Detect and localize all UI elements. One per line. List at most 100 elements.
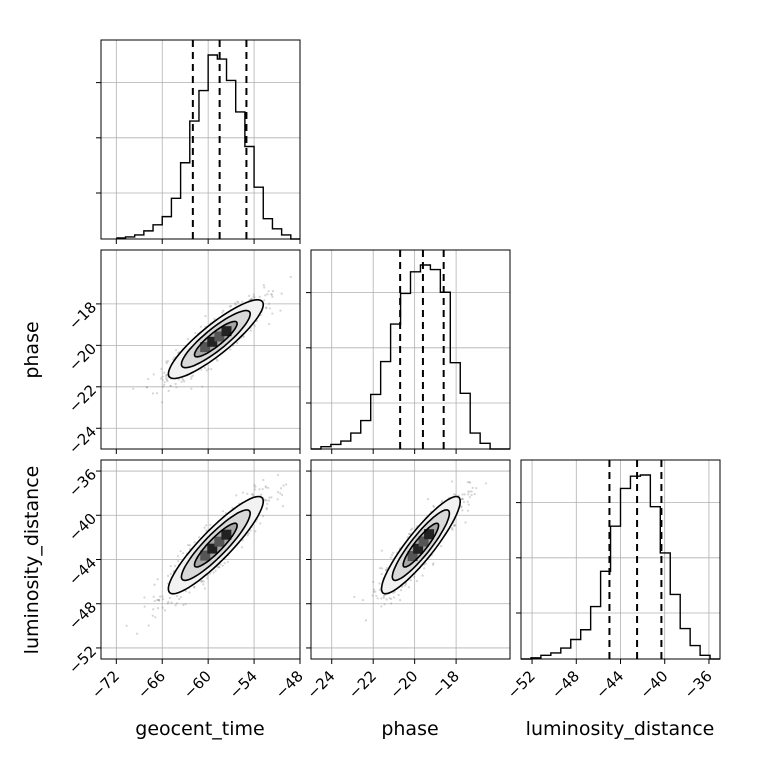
sample-point <box>161 375 164 378</box>
sample-point <box>484 482 488 485</box>
sample-point <box>159 377 162 380</box>
sample-point <box>175 594 179 598</box>
sample-point <box>264 294 267 297</box>
sample-point <box>175 349 178 352</box>
x-axis-label-geocent-time: geocent_time <box>135 718 264 740</box>
y-tick-label-luminosity_distance: −40 <box>65 510 100 545</box>
sample-point <box>265 507 268 510</box>
sample-point <box>174 564 177 568</box>
sample-point <box>432 505 435 508</box>
sample-point <box>217 565 220 569</box>
histogram-frame-geocent_time <box>100 39 301 240</box>
sample-point <box>199 325 202 328</box>
density-core-cell <box>221 326 232 337</box>
sample-point <box>194 331 197 335</box>
y-axis-label-luminosity-distance: luminosity_distance <box>21 466 43 655</box>
sample-point <box>221 311 224 314</box>
sample-point <box>263 299 266 302</box>
density-frame <box>100 249 301 450</box>
x-tick-label-phase: −18 <box>428 667 463 702</box>
sample-point <box>242 335 245 338</box>
sample-point <box>214 569 217 572</box>
sample-point <box>258 488 261 491</box>
y-tick-label-phase: −24 <box>65 423 100 458</box>
contour-line <box>193 522 238 568</box>
sample-point <box>205 524 208 527</box>
sample-point <box>132 387 135 390</box>
sample-point <box>210 368 213 371</box>
sample-point <box>143 605 146 608</box>
sample-point <box>182 378 185 382</box>
sample-point <box>151 614 154 617</box>
sample-point <box>143 596 146 599</box>
sample-point <box>262 283 265 287</box>
sample-point <box>250 297 253 301</box>
sample-point <box>440 545 443 548</box>
sample-point <box>260 493 263 496</box>
sample-point <box>451 528 454 531</box>
sample-point <box>466 500 469 503</box>
sample-point <box>184 602 187 606</box>
sample-point <box>163 609 167 612</box>
sample-point <box>265 499 268 502</box>
sample-point <box>380 605 383 608</box>
sample-point <box>371 580 375 583</box>
density-core-cell <box>207 336 218 347</box>
sample-point <box>231 506 234 509</box>
sample-point <box>376 597 379 600</box>
sample-point <box>156 578 159 581</box>
contour-line <box>180 509 252 582</box>
sample-point <box>229 305 233 308</box>
sample-point <box>281 493 284 497</box>
sample-point <box>162 385 165 388</box>
histogram-step-phase <box>311 264 510 450</box>
density-core-cell <box>207 543 218 554</box>
sample-point <box>267 290 270 293</box>
sample-point <box>372 588 376 591</box>
sample-point <box>452 493 456 496</box>
sample-point <box>252 293 255 296</box>
sample-point <box>413 575 416 579</box>
sample-point <box>285 483 288 486</box>
sample-point <box>467 490 470 493</box>
sample-point <box>423 567 426 570</box>
sample-point <box>177 378 180 381</box>
sample-point <box>188 544 192 547</box>
sample-point <box>265 508 268 511</box>
sample-point <box>190 375 193 378</box>
sample-point <box>475 486 478 490</box>
sample-point <box>252 295 255 298</box>
sample-point <box>182 603 185 607</box>
density-panel-geocent_time-luminosity_distance <box>100 459 301 660</box>
sample-point <box>202 583 205 586</box>
sample-point <box>432 504 435 507</box>
sample-point <box>415 579 419 583</box>
sample-point <box>228 305 231 308</box>
x-tick-label-phase: −24 <box>303 667 338 702</box>
sample-point <box>253 296 256 299</box>
sample-point <box>431 563 435 566</box>
sample-point <box>258 295 261 298</box>
sample-point <box>375 594 378 598</box>
sample-point <box>167 389 170 392</box>
sample-point <box>190 377 193 380</box>
density-panel-content <box>311 460 510 659</box>
x-axis-label-phase: phase <box>381 718 438 740</box>
sample-point <box>246 492 249 495</box>
sample-point <box>201 579 204 582</box>
sample-point <box>473 492 476 496</box>
x-tick-label-geocent_time: −60 <box>180 667 215 702</box>
sample-point <box>464 521 467 524</box>
sample-point <box>259 522 262 525</box>
sample-point <box>154 616 157 619</box>
y-tick-label-luminosity_distance: −52 <box>65 642 100 677</box>
sample-point <box>209 572 212 575</box>
sample-point <box>280 292 283 295</box>
sample-point <box>470 490 473 493</box>
sample-point <box>380 549 383 552</box>
contour-line <box>391 509 451 582</box>
sample-point <box>264 486 268 489</box>
y-tick-label-phase: −22 <box>65 381 100 416</box>
sample-point <box>403 584 406 587</box>
sample-point <box>382 596 385 599</box>
